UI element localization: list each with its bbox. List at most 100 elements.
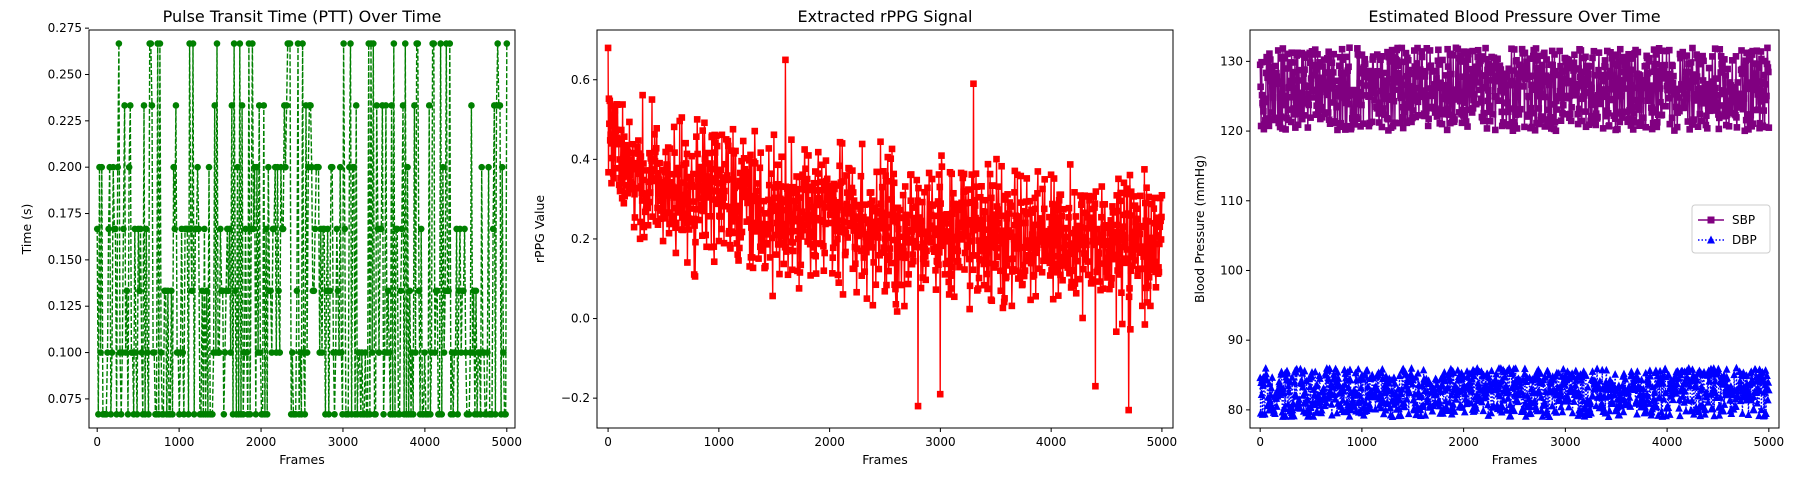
data-point (489, 225, 497, 233)
x-tick-label: 1000 (164, 435, 195, 449)
data-point (1111, 228, 1118, 236)
data-point (456, 225, 464, 233)
data-point (1023, 175, 1031, 182)
data-point (900, 247, 907, 255)
data-point (790, 183, 797, 191)
data-point (1031, 205, 1039, 213)
legend-marker (1707, 235, 1715, 244)
data-point (711, 149, 719, 156)
data-point (289, 349, 296, 356)
data-point (868, 244, 876, 251)
data-point (1126, 285, 1133, 292)
data-point (1485, 372, 1493, 381)
data-point (806, 196, 814, 204)
data-point (1655, 393, 1664, 401)
data-point (1063, 258, 1071, 266)
data-point (865, 219, 873, 227)
data-point (1008, 302, 1016, 310)
data-point (1127, 267, 1135, 275)
data-point (1014, 275, 1022, 282)
data-point (1115, 175, 1122, 183)
data-point (377, 225, 385, 233)
data-point (496, 102, 504, 109)
data-point (782, 56, 789, 64)
data-point (1334, 374, 1343, 382)
data-point (1128, 234, 1136, 242)
data-point (1408, 83, 1416, 90)
data-point (974, 285, 982, 292)
data-point (890, 170, 898, 178)
data-point (1271, 62, 1278, 70)
data-point (1381, 111, 1388, 118)
data-point (1438, 120, 1446, 128)
data-point (147, 40, 155, 47)
data-point (710, 196, 717, 203)
data-point (1752, 376, 1761, 385)
data-point (921, 188, 928, 196)
data-point (1257, 390, 1266, 399)
data-point (1470, 96, 1477, 104)
data-point (1145, 193, 1153, 201)
data-point (1260, 108, 1267, 115)
data-point (938, 163, 946, 170)
data-point (1000, 298, 1008, 306)
y-tick-label: 0.150 (48, 253, 82, 267)
data-point (1296, 404, 1304, 412)
data-point (1443, 126, 1451, 134)
data-point (1715, 411, 1724, 419)
data-point (1580, 92, 1588, 99)
data-point (1065, 204, 1073, 212)
data-point (1260, 379, 1268, 388)
data-point (1284, 50, 1291, 58)
data-point (611, 111, 618, 119)
data-point (1346, 375, 1355, 384)
data-point (1493, 77, 1501, 85)
data-point (366, 410, 374, 418)
data-point (1400, 58, 1407, 66)
data-point (1610, 79, 1618, 87)
data-point (1003, 215, 1011, 222)
data-point (696, 195, 704, 202)
data-point (1421, 411, 1430, 419)
data-point (781, 232, 788, 240)
data-point (370, 40, 377, 47)
data-point (1058, 225, 1065, 232)
data-point (888, 145, 896, 153)
data-point (949, 263, 956, 271)
data-point (1079, 314, 1086, 322)
data-point (715, 237, 723, 245)
data-point (1121, 211, 1128, 219)
data-point (1429, 85, 1437, 92)
data-point (924, 184, 931, 192)
series-dbp (1256, 363, 1773, 421)
data-point (1585, 121, 1593, 129)
data-point (1026, 197, 1034, 205)
data-point (890, 179, 898, 187)
data-point (1378, 364, 1387, 373)
data-point (1407, 364, 1416, 372)
data-point (1454, 366, 1462, 374)
data-point (871, 204, 879, 211)
data-point (1690, 410, 1698, 418)
data-point (188, 287, 196, 295)
data-point (1417, 392, 1426, 400)
data-point (1443, 105, 1450, 113)
data-point (331, 410, 338, 418)
data-point (927, 222, 934, 229)
data-point (858, 247, 865, 255)
data-point (1582, 53, 1589, 61)
data-point (1261, 409, 1269, 418)
data-point (1314, 51, 1321, 58)
data-point (484, 349, 491, 356)
data-point (950, 200, 958, 208)
data-point (1366, 67, 1373, 75)
data-point (1530, 51, 1538, 59)
data-point (1557, 62, 1564, 70)
data-point (1575, 390, 1584, 398)
data-point (1474, 378, 1482, 387)
data-point (1420, 93, 1427, 101)
data-point (818, 161, 825, 169)
data-point (1419, 365, 1428, 374)
data-point (1669, 62, 1676, 70)
data-point (120, 225, 127, 233)
